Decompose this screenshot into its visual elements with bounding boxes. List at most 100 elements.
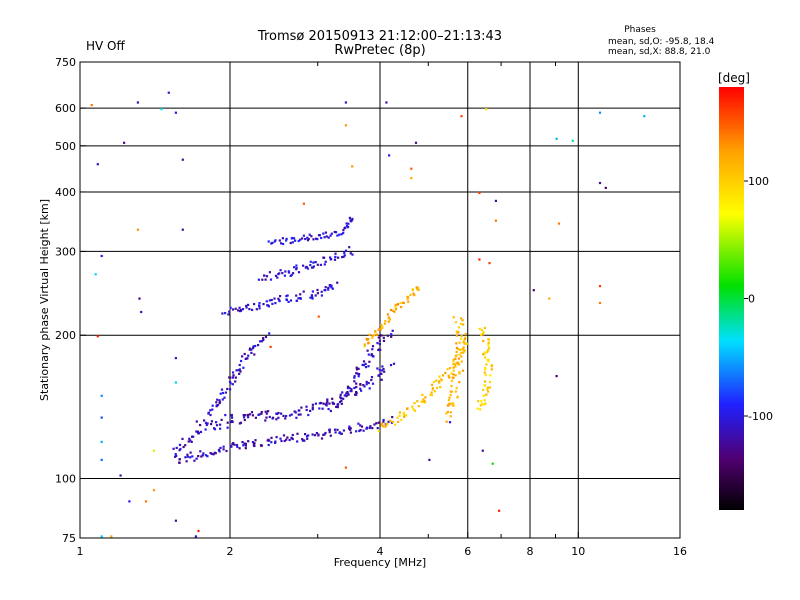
data-point xyxy=(264,278,267,281)
data-point xyxy=(303,439,306,442)
data-point xyxy=(355,430,358,433)
data-point xyxy=(229,382,232,385)
data-point xyxy=(299,238,302,241)
data-point xyxy=(242,416,246,419)
data-point xyxy=(488,386,491,389)
data-point xyxy=(461,319,464,322)
data-point xyxy=(244,447,247,450)
data-point xyxy=(329,285,332,288)
data-point xyxy=(455,387,458,390)
data-point xyxy=(100,458,103,461)
data-point xyxy=(229,388,232,391)
data-point xyxy=(382,425,385,428)
data-point xyxy=(435,386,439,389)
data-point xyxy=(448,421,452,424)
data-point xyxy=(376,427,379,430)
data-point xyxy=(225,449,228,453)
data-point xyxy=(306,267,310,270)
data-point xyxy=(498,509,501,512)
data-point xyxy=(487,349,490,352)
data-point xyxy=(484,384,487,387)
data-point xyxy=(451,403,454,406)
data-point xyxy=(452,316,455,319)
data-point xyxy=(326,400,329,403)
data-point xyxy=(342,229,345,232)
data-point xyxy=(316,292,319,295)
data-point xyxy=(355,391,358,394)
data-point xyxy=(181,158,184,161)
data-point xyxy=(305,265,308,268)
data-point xyxy=(140,310,143,314)
data-point xyxy=(355,385,358,389)
data-point xyxy=(355,366,358,369)
data-point xyxy=(367,338,370,341)
data-point xyxy=(178,461,181,464)
data-point xyxy=(347,392,350,395)
data-point xyxy=(428,458,431,461)
data-point xyxy=(274,441,277,444)
data-point xyxy=(350,219,354,222)
chart-title: Tromsø 20150913 21:12:00–21:13:43 xyxy=(257,29,502,44)
data-point xyxy=(464,333,467,336)
data-point xyxy=(365,380,368,383)
data-point xyxy=(449,390,452,393)
data-point xyxy=(374,331,377,334)
data-point xyxy=(243,442,246,445)
data-point xyxy=(295,264,298,267)
data-point xyxy=(494,199,497,202)
data-point xyxy=(365,383,368,386)
data-point xyxy=(460,322,463,325)
data-point xyxy=(234,376,237,379)
data-point xyxy=(247,416,250,419)
data-point xyxy=(448,367,452,370)
data-point xyxy=(302,202,305,205)
data-point xyxy=(285,295,288,298)
data-point xyxy=(264,335,268,339)
data-point xyxy=(240,359,243,363)
data-point xyxy=(369,425,372,428)
data-point xyxy=(191,455,194,458)
data-point xyxy=(358,429,361,433)
data-point xyxy=(96,163,99,166)
data-point xyxy=(381,325,384,328)
data-point xyxy=(346,391,349,394)
data-point xyxy=(265,275,269,278)
data-point xyxy=(325,235,328,238)
data-point xyxy=(351,253,354,256)
data-point xyxy=(238,368,241,371)
data-point xyxy=(254,344,257,348)
data-point xyxy=(123,141,126,144)
data-point xyxy=(282,242,285,246)
data-point xyxy=(280,412,283,415)
y-axis-label: Stationary phase Virtual Height [km] xyxy=(38,199,51,401)
data-point xyxy=(446,404,449,407)
data-point xyxy=(387,420,390,423)
data-point xyxy=(376,367,379,370)
data-point xyxy=(402,411,405,414)
data-point xyxy=(455,330,458,333)
data-point xyxy=(454,357,457,361)
data-point xyxy=(317,433,320,436)
data-point xyxy=(463,337,466,340)
data-point xyxy=(284,417,287,420)
data-point xyxy=(486,386,489,389)
data-point xyxy=(230,413,233,417)
data-point xyxy=(381,326,384,329)
data-point xyxy=(402,301,405,304)
data-point xyxy=(278,300,281,303)
data-point xyxy=(483,380,487,383)
data-point xyxy=(448,376,451,379)
data-point xyxy=(598,301,602,305)
data-point xyxy=(482,388,485,391)
data-point xyxy=(296,432,299,435)
data-point xyxy=(377,336,380,339)
data-point xyxy=(311,290,314,293)
data-point xyxy=(397,420,400,423)
data-point xyxy=(231,376,235,379)
data-point xyxy=(277,297,280,300)
data-point xyxy=(454,365,457,368)
data-point xyxy=(270,436,273,439)
data-point xyxy=(406,407,409,410)
data-point xyxy=(297,239,300,243)
colorbar-tick-label: -100 xyxy=(748,410,773,423)
